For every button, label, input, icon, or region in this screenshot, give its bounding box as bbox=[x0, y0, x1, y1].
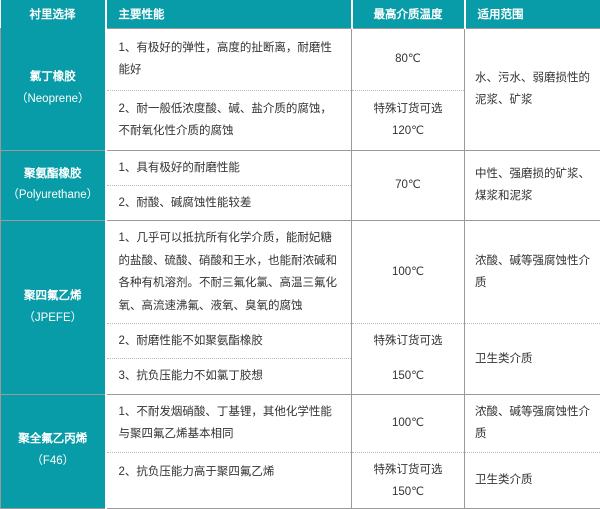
material-name-cn: 聚全氟乙丙烯 bbox=[3, 429, 103, 451]
table-header-row: 衬里选择 主要性能 最高介质温度 适用范围 bbox=[1, 0, 600, 28]
material-name-en: （JPEFE） bbox=[3, 308, 103, 330]
header-material: 衬里选择 bbox=[1, 0, 106, 28]
temperature-line: 100℃ bbox=[356, 261, 460, 283]
performance-cell: 1、具有极好的耐磨性能 bbox=[106, 150, 352, 185]
temperature-cell: 特殊订货可选 120℃ bbox=[352, 90, 465, 150]
scope-line: 浓酸、碱等强腐蚀性介 bbox=[475, 250, 592, 272]
header-temperature: 最高介质温度 bbox=[352, 0, 465, 28]
temperature-line: 100℃ bbox=[356, 412, 460, 434]
material-cell-polyurethane: 聚氨酯橡胶 （Polyurethane） bbox=[1, 150, 106, 221]
scope-cell: 水、污水、弱磨损性的 泥浆、矿浆 bbox=[465, 28, 600, 150]
performance-cell: 2、耐酸、碱腐蚀性能较差 bbox=[106, 185, 352, 220]
temperature-line: 特殊订货可选 bbox=[356, 459, 460, 481]
temperature-line: 150℃ bbox=[356, 481, 460, 503]
temperature-line: 120℃ bbox=[356, 120, 460, 142]
performance-cell: 2、抗负压能力高于聚四氟乙烯 bbox=[106, 452, 352, 508]
temperature-line: 特殊订货可选 bbox=[356, 330, 460, 352]
scope-line: 中性、强磨损的矿浆、 bbox=[475, 163, 592, 185]
material-cell-f46: 聚全氟乙丙烯 （F46） bbox=[1, 394, 106, 508]
table-row: 氯丁橡胶 （Neoprene） 1、有极好的弹性，高度的扯断离，耐磨性能好 80… bbox=[1, 28, 600, 90]
scope-line: 卫生类介质 bbox=[475, 469, 592, 491]
material-name-cn: 聚氨酯橡胶 bbox=[3, 164, 103, 186]
material-name-en: （F46） bbox=[3, 451, 103, 473]
temperature-cell: 70℃ bbox=[352, 150, 465, 221]
performance-cell: 1、不耐发烟硝酸、丁基锂，其他化学性能与聚四氟乙烯基本相同 bbox=[106, 394, 352, 452]
table-row: 聚氨酯橡胶 （Polyurethane） 1、具有极好的耐磨性能 70℃ 中性、… bbox=[1, 150, 600, 185]
temperature-cell: 特殊订货可选 150℃ bbox=[352, 452, 465, 508]
material-name-cn: 氯丁橡胶 bbox=[3, 67, 103, 89]
temperature-line: 150℃ bbox=[356, 365, 460, 387]
scope-cell: 卫生类介质 bbox=[465, 324, 600, 395]
material-name-en: （Neoprene） bbox=[3, 89, 103, 111]
temperature-line: 特殊订货可选 bbox=[356, 98, 460, 120]
table-row: 聚四氟乙烯 （JPEFE） 1、几乎可以抵抗所有化学介质，能耐妃糖的盐酸、硫酸、… bbox=[1, 221, 600, 324]
scope-line: 水、污水、弱磨损性的 bbox=[475, 67, 592, 89]
scope-line: 煤浆和泥浆 bbox=[475, 185, 592, 207]
material-name-cn: 聚四氟乙烯 bbox=[3, 286, 103, 308]
performance-cell: 1、几乎可以抵抗所有化学介质，能耐妃糖的盐酸、硫酸、硝酸和王水，也能耐浓碱和各种… bbox=[106, 221, 352, 324]
scope-line: 卫生类介质 bbox=[475, 348, 592, 370]
temperature-cell: 80℃ bbox=[352, 28, 465, 90]
scope-line: 浓酸、碱等强腐蚀性介 bbox=[475, 401, 592, 423]
performance-cell: 2、耐一般低浓度酸、碱、盐介质的腐蚀，不耐氧化性介质的腐蚀 bbox=[106, 90, 352, 150]
material-cell-neoprene: 氯丁橡胶 （Neoprene） bbox=[1, 28, 106, 150]
scope-line: 质 bbox=[475, 272, 592, 294]
header-performance: 主要性能 bbox=[106, 0, 352, 28]
temperature-cell: 100℃ bbox=[352, 221, 465, 324]
table-row: 聚全氟乙丙烯 （F46） 1、不耐发烟硝酸、丁基锂，其他化学性能与聚四氟乙烯基本… bbox=[1, 394, 600, 452]
temperature-line: 70℃ bbox=[356, 174, 460, 196]
performance-cell: 1、有极好的弹性，高度的扯断离，耐磨性能好 bbox=[106, 28, 352, 90]
material-name-en: （Polyurethane） bbox=[3, 185, 103, 207]
scope-cell: 中性、强磨损的矿浆、 煤浆和泥浆 bbox=[465, 150, 600, 221]
scope-cell: 浓酸、碱等强腐蚀性介 质 bbox=[465, 394, 600, 452]
temperature-cell: 100℃ bbox=[352, 394, 465, 452]
temperature-cell: 150℃ bbox=[352, 359, 465, 394]
material-cell-jpefe: 聚四氟乙烯 （JPEFE） bbox=[1, 221, 106, 395]
performance-cell: 3、抗负压能力不如氯丁胶想 bbox=[106, 359, 352, 394]
temperature-line: 80℃ bbox=[356, 48, 460, 70]
table-body: 氯丁橡胶 （Neoprene） 1、有极好的弹性，高度的扯断离，耐磨性能好 80… bbox=[1, 28, 600, 508]
header-scope: 适用范围 bbox=[465, 0, 600, 28]
scope-cell: 浓酸、碱等强腐蚀性介 质 bbox=[465, 221, 600, 324]
temperature-cell: 特殊订货可选 bbox=[352, 324, 465, 359]
scope-line: 泥浆、矿浆 bbox=[475, 89, 592, 111]
performance-cell: 2、耐磨性能不如聚氨酯橡胶 bbox=[106, 324, 352, 359]
scope-cell: 卫生类介质 bbox=[465, 452, 600, 508]
